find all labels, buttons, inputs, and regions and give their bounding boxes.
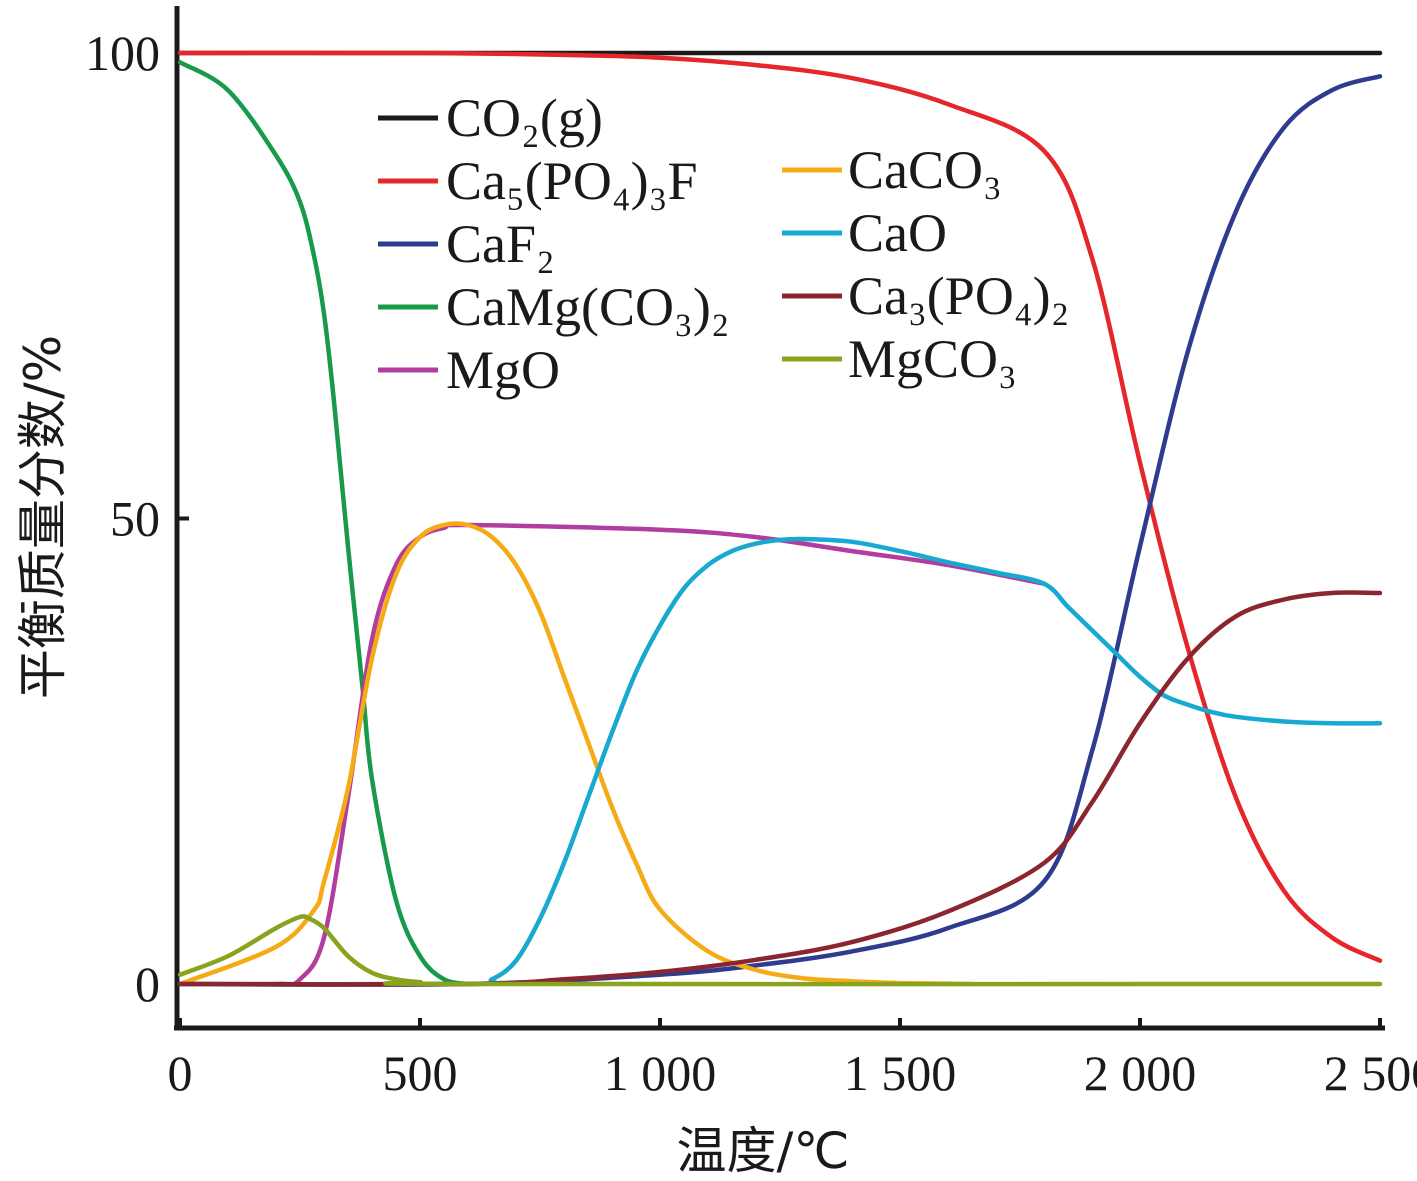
legend: CO₂(g)Ca₅(PO₄)₃FCaF₂CaMg(CO₃)₂MgOCaCO₃Ca… <box>378 88 1069 400</box>
series-line-6 <box>177 536 1383 987</box>
series-line-1 <box>177 50 1383 963</box>
series-lines <box>177 50 1383 987</box>
series-line-8 <box>177 914 1383 987</box>
legend-label: MgO <box>446 340 560 400</box>
legend-label: CaCO₃ <box>848 140 1002 200</box>
ticks: 0 500 1 000 1 500 2 000 2 500 0 50 100 <box>85 25 1417 1101</box>
x-tick-label: 2 000 <box>1084 1045 1197 1101</box>
axes <box>174 6 1385 1031</box>
x-tick-label: 500 <box>383 1045 458 1101</box>
series-line-2 <box>177 74 1383 987</box>
series-line-7 <box>177 590 1383 987</box>
x-tick-label: 2 500 <box>1324 1045 1417 1101</box>
legend-label: Ca₃(PO₄)₂ <box>848 266 1069 326</box>
legend-label: CaO <box>848 203 947 263</box>
series-line-5 <box>177 521 975 987</box>
x-axis-title: 温度/℃ <box>677 1122 850 1180</box>
x-tick-label: 1 500 <box>844 1045 957 1101</box>
legend-label: CaF₂ <box>446 214 555 274</box>
x-tick-label: 1 000 <box>604 1045 717 1101</box>
y-tick-label: 0 <box>135 956 160 1012</box>
y-tick-label: 100 <box>85 25 160 81</box>
x-tick-label: 0 <box>168 1045 193 1101</box>
legend-label: CO₂(g) <box>446 88 603 148</box>
y-tick-label: 50 <box>110 491 160 547</box>
series-line-3 <box>177 60 471 987</box>
y-axis-title: 平衡质量分数/% <box>14 335 72 699</box>
legend-label: CaMg(CO₃)₂ <box>446 277 730 337</box>
legend-label: MgCO₃ <box>848 329 1017 389</box>
legend-label: Ca₅(PO₄)₃F <box>446 151 698 211</box>
